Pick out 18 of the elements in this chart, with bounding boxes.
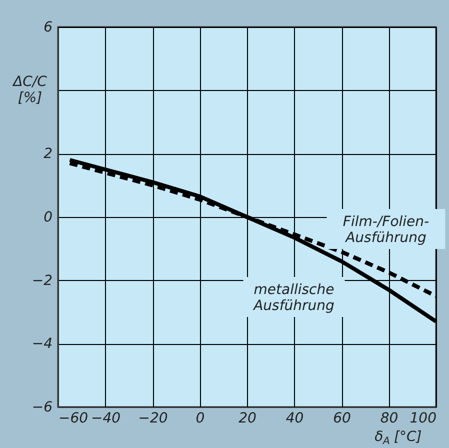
y-tick-label: 6 (44, 20, 53, 36)
x-tick-label: 20 (238, 410, 256, 426)
y-tick-label: −2 (32, 272, 53, 289)
y-tick-label: −6 (32, 400, 53, 416)
x-tick-label: 60 (333, 410, 351, 426)
y-tick-label: 2 (44, 146, 53, 162)
y-axis-title: ΔC/C [%] (12, 74, 48, 106)
x-tick-label: −40 (90, 410, 121, 426)
y-tick-label: −4 (32, 336, 52, 352)
y-tick-label: 0 (44, 210, 53, 226)
x-tick-label: 0 (196, 410, 205, 426)
x-tick-label: −60 (58, 410, 88, 426)
x-tick-label: 40 (286, 410, 304, 426)
series-label: Film-/Folien- Ausführung (342, 214, 430, 246)
x-tick-label: −20 (138, 410, 168, 426)
x-tick-label: 100 (410, 410, 437, 426)
series-label: metallische Ausführung (252, 282, 335, 314)
x-tick-label: 80 (380, 410, 398, 426)
